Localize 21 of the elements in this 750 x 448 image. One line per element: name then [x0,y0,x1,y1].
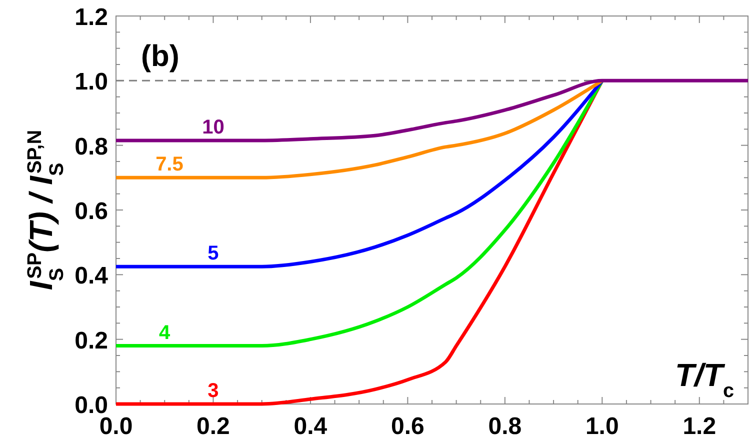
y-tick-label: 0.8 [74,133,108,160]
x-tick-label: 0.8 [488,413,522,440]
x-tick-label: 0.2 [196,413,230,440]
y-tick-label: 0.4 [74,262,109,290]
series-label: 3 [208,380,219,402]
y-tick-label: 0.6 [74,198,108,225]
x-tick-label: 1.2 [682,413,716,440]
series-label: 10 [202,116,224,138]
annotation: (b) [141,40,180,73]
y-tick-label: 1.0 [74,68,108,96]
x-tick-label: 1.0 [585,413,619,440]
series-label: 7.5 [156,154,184,176]
y-tick-label: 0.2 [74,327,108,354]
series-label: 5 [208,242,219,265]
y-tick-label: 1.2 [74,4,108,31]
x-tick-label: 0.4 [294,413,328,440]
series-label: 4 [159,322,172,344]
x-tick-label: 0.0 [99,413,133,440]
x-axis-title: T/T$_{c}$ [674,357,734,402]
line-series [114,78,750,142]
x-tick-label: 0.6 [391,413,424,440]
